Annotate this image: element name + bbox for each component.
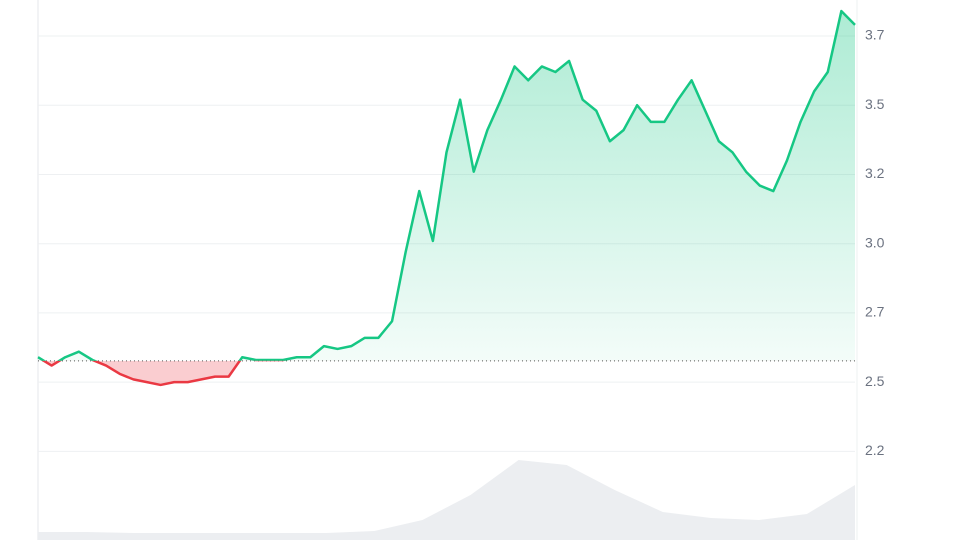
price-line-down — [41, 360, 286, 387]
y-tick-label: 2.2 — [865, 442, 885, 458]
y-tick-label: 3.5 — [865, 96, 885, 112]
y-tick-label: 3.7 — [865, 27, 885, 43]
volume-area — [38, 460, 855, 540]
y-tick-label: 3.0 — [865, 234, 885, 250]
price-line-up — [37, 9, 856, 361]
area-below — [38, 360, 855, 385]
y-tick-label: 3.2 — [865, 165, 885, 181]
y-tick-label: 2.5 — [865, 373, 885, 389]
area-above — [38, 11, 855, 361]
y-tick-label: 2.7 — [865, 304, 885, 320]
